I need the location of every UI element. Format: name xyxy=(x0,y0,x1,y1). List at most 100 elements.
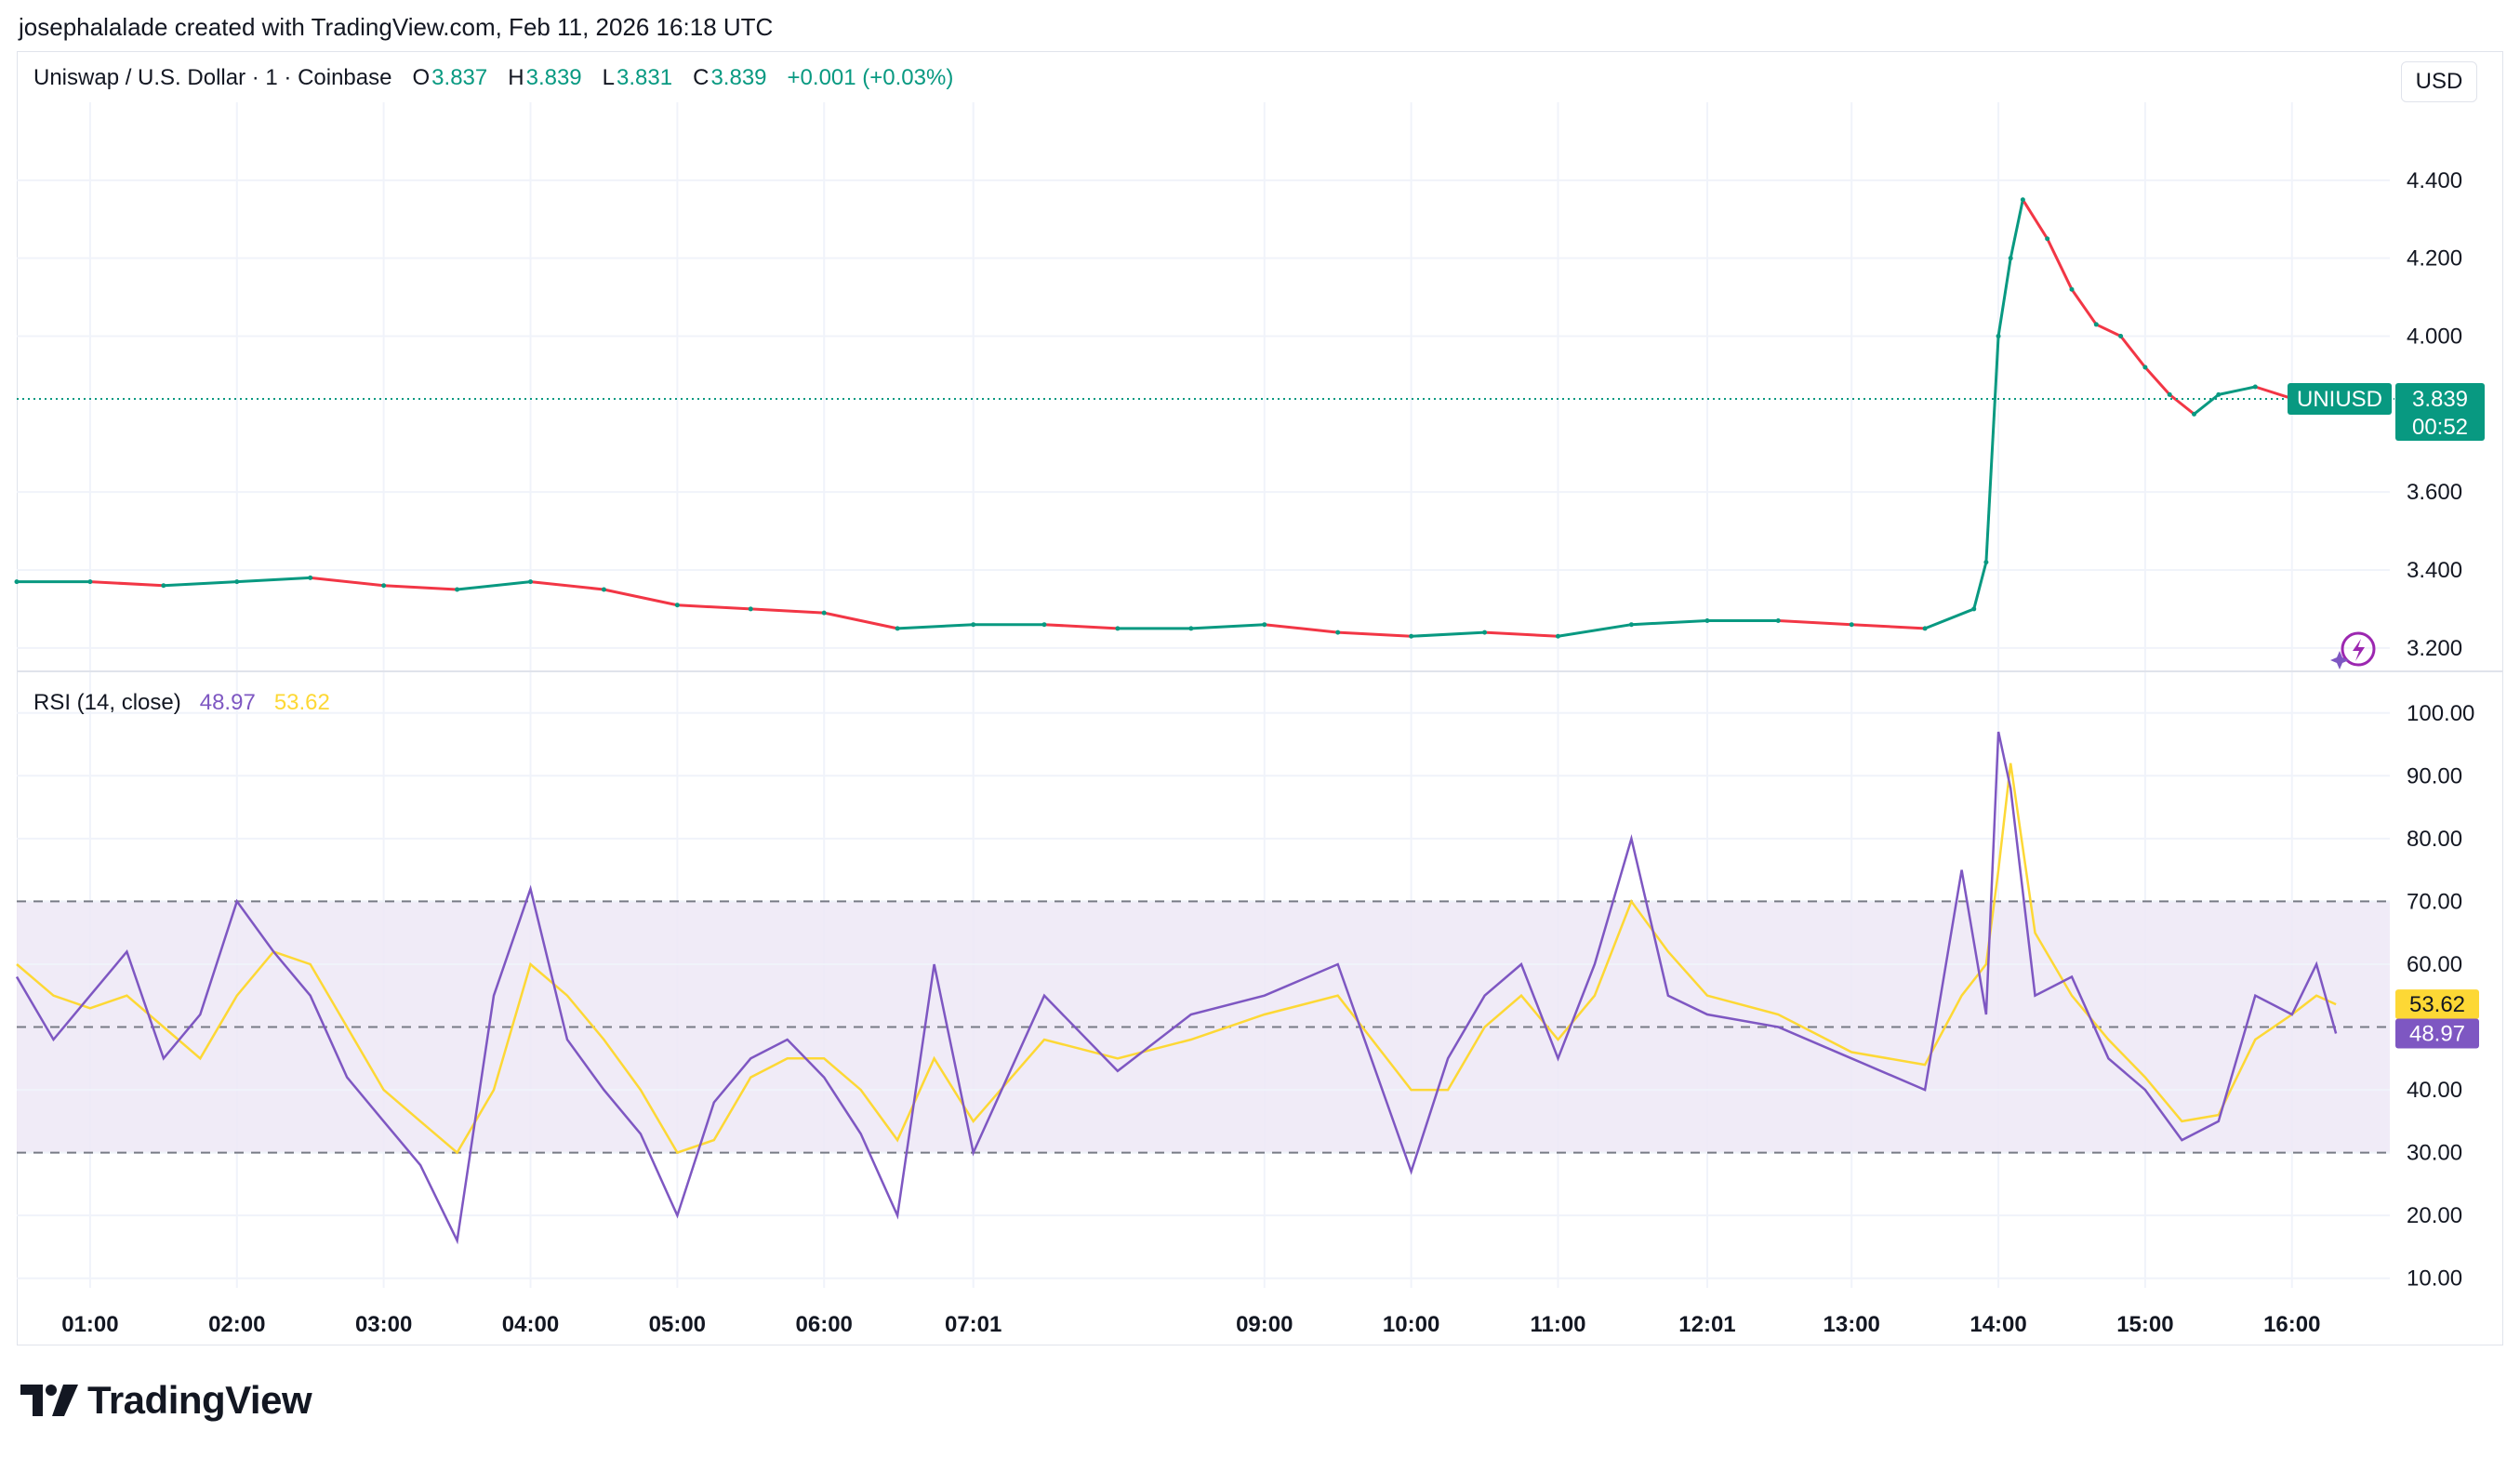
rsi-axis-tick: 40.00 xyxy=(2407,1078,2462,1103)
rsi-title[interactable]: RSI (14, close) xyxy=(33,690,181,715)
symbol-title[interactable]: Uniswap / U.S. Dollar · 1 · Coinbase xyxy=(33,65,392,90)
price-point xyxy=(2252,384,2258,390)
symbol-tag-label: UNIUSD xyxy=(2297,387,2382,412)
close-value: 3.839 xyxy=(710,65,767,90)
price-axis-tick: 4.200 xyxy=(2407,246,2462,272)
price-point xyxy=(1262,622,1267,628)
price-segment xyxy=(1411,630,1485,638)
rsi-tag-bg xyxy=(2395,1018,2479,1049)
rsi-axis-tick: 30.00 xyxy=(2407,1141,2462,1166)
tradingview-logo[interactable]: TradingView xyxy=(20,1378,312,1423)
price-point xyxy=(1922,626,1928,631)
price-segment xyxy=(2143,366,2171,396)
rsi-tag-value: 48.97 xyxy=(2409,1021,2465,1046)
price-segment xyxy=(2254,385,2293,401)
price-segment xyxy=(823,611,898,630)
price-segment xyxy=(1924,607,1975,630)
price-segment xyxy=(2095,323,2122,338)
price-segment xyxy=(236,576,311,584)
x-tick-label: 14:00 xyxy=(1970,1312,2026,1337)
rsi-axis-tick: 80.00 xyxy=(2407,827,2462,852)
icon-sparkle xyxy=(2330,651,2349,669)
price-point xyxy=(1115,626,1121,631)
price-point xyxy=(2216,391,2222,397)
open-value: 3.837 xyxy=(431,65,488,90)
x-tick-label: 07:01 xyxy=(945,1312,1001,1337)
price-point xyxy=(748,606,753,612)
price-point xyxy=(2118,334,2124,339)
open-label: O xyxy=(412,65,431,90)
price-segment xyxy=(2009,199,2024,258)
price-point xyxy=(234,579,240,585)
price-segment xyxy=(1264,623,1338,634)
price-point xyxy=(14,579,20,585)
brand-name: TradingView xyxy=(87,1378,312,1422)
price-point xyxy=(2142,364,2148,370)
price-segment xyxy=(1484,630,1558,638)
price-segment xyxy=(1190,623,1265,630)
price-point xyxy=(1335,630,1341,635)
rsi-line xyxy=(15,731,2338,1245)
low-value: 3.831 xyxy=(617,65,673,90)
price-point xyxy=(821,610,827,616)
price-point xyxy=(1555,633,1560,639)
price-segment xyxy=(1851,623,1926,630)
price-point xyxy=(601,587,606,592)
price-point xyxy=(1849,622,1854,628)
price-segment xyxy=(2022,198,2049,240)
currency-button[interactable]: USD xyxy=(2401,61,2477,102)
price-segment xyxy=(457,580,531,591)
price-axis-tick: 3.200 xyxy=(2407,636,2462,661)
price-point xyxy=(1188,626,1194,631)
rsi-axis-tick: 100.00 xyxy=(2407,701,2474,726)
rsi-axis-tick: 90.00 xyxy=(2407,763,2462,789)
x-tick-label: 05:00 xyxy=(649,1312,706,1337)
price-segment xyxy=(2070,288,2098,325)
price-segment xyxy=(1337,630,1412,638)
price-point xyxy=(381,583,387,589)
price-segment xyxy=(2119,335,2147,368)
rsi-axis-tick: 70.00 xyxy=(2407,889,2462,914)
price-point xyxy=(308,575,313,580)
price-point xyxy=(2069,286,2075,292)
rsi-ma-tag-bg xyxy=(2395,989,2479,1020)
x-tick-label: 06:00 xyxy=(796,1312,853,1337)
price-point xyxy=(2192,411,2197,417)
icon-ring xyxy=(2341,631,2376,667)
x-tick-label: 16:00 xyxy=(2263,1312,2320,1337)
price-point xyxy=(1775,618,1781,624)
price-segment xyxy=(1972,562,1988,610)
price-segment xyxy=(1558,623,1632,638)
symbol-tag-bg xyxy=(2288,382,2392,415)
x-tick-label: 12:01 xyxy=(1678,1312,1735,1337)
price-axis-tick: 4.000 xyxy=(2407,325,2462,350)
price-segment xyxy=(89,580,164,588)
price-point xyxy=(1628,622,1634,628)
price-segment xyxy=(2193,393,2220,416)
rsi-ma-legend-value: 53.62 xyxy=(273,690,330,715)
price-point xyxy=(971,622,976,628)
price-point xyxy=(895,626,900,631)
lightning-sparkle-icon[interactable] xyxy=(2330,631,2376,669)
price-point xyxy=(1409,633,1414,639)
price-segment xyxy=(1996,258,2012,337)
price-segment xyxy=(530,580,604,591)
price-point xyxy=(2167,391,2172,397)
price-point xyxy=(1971,606,1977,612)
price-segment xyxy=(897,623,974,630)
price-segment xyxy=(383,584,458,591)
rsi-legend-value: 48.97 xyxy=(199,690,256,715)
x-tick-label: 02:00 xyxy=(208,1312,265,1337)
tradingview-logo-icon xyxy=(20,1385,78,1416)
rsi-axis-tick: 10.00 xyxy=(2407,1266,2462,1292)
x-tick-label: 13:00 xyxy=(1824,1312,1880,1337)
price-tag-bg xyxy=(2395,382,2485,441)
price-axis-tick: 3.600 xyxy=(2407,480,2462,505)
price-segment xyxy=(310,576,384,588)
price-axis-tick: 4.400 xyxy=(2407,168,2462,193)
price-segment xyxy=(1631,619,1708,627)
x-tick-label: 15:00 xyxy=(2116,1312,2173,1337)
high-value: 3.839 xyxy=(525,65,582,90)
rsi-axis-tick: 60.00 xyxy=(2407,952,2462,977)
